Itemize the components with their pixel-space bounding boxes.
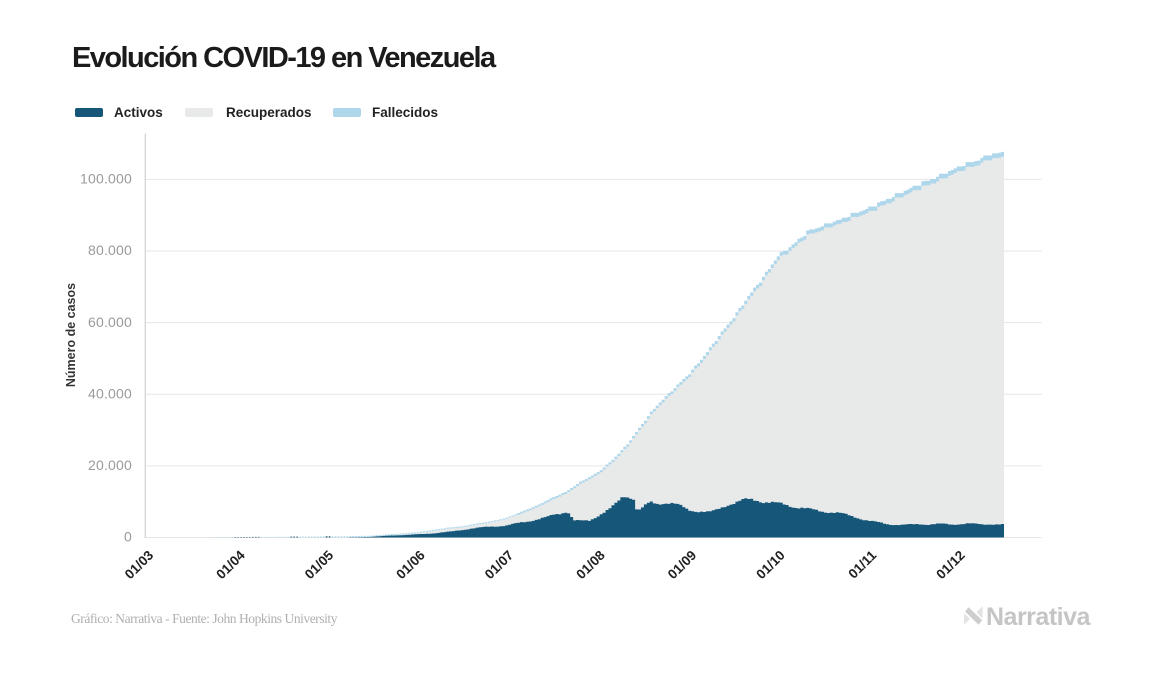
svg-text:40.000: 40.000	[88, 386, 132, 402]
svg-text:01/07: 01/07	[482, 548, 517, 583]
svg-text:80.000: 80.000	[88, 242, 132, 258]
svg-text:01/03: 01/03	[122, 547, 157, 582]
svg-text:01/11: 01/11	[845, 547, 879, 581]
svg-text:100.000: 100.000	[80, 171, 132, 187]
svg-text:Número de casos: Número de casos	[64, 283, 78, 387]
svg-text:01/10: 01/10	[753, 548, 788, 583]
svg-text:01/09: 01/09	[665, 548, 700, 583]
svg-text:01/04: 01/04	[213, 547, 248, 582]
svg-text:60.000: 60.000	[88, 314, 132, 330]
svg-text:01/08: 01/08	[573, 547, 608, 582]
svg-text:0: 0	[124, 529, 132, 545]
svg-text:01/05: 01/05	[302, 547, 337, 582]
svg-text:01/06: 01/06	[393, 547, 428, 582]
svg-text:20.000: 20.000	[88, 457, 132, 473]
svg-text:01/12: 01/12	[933, 548, 968, 583]
